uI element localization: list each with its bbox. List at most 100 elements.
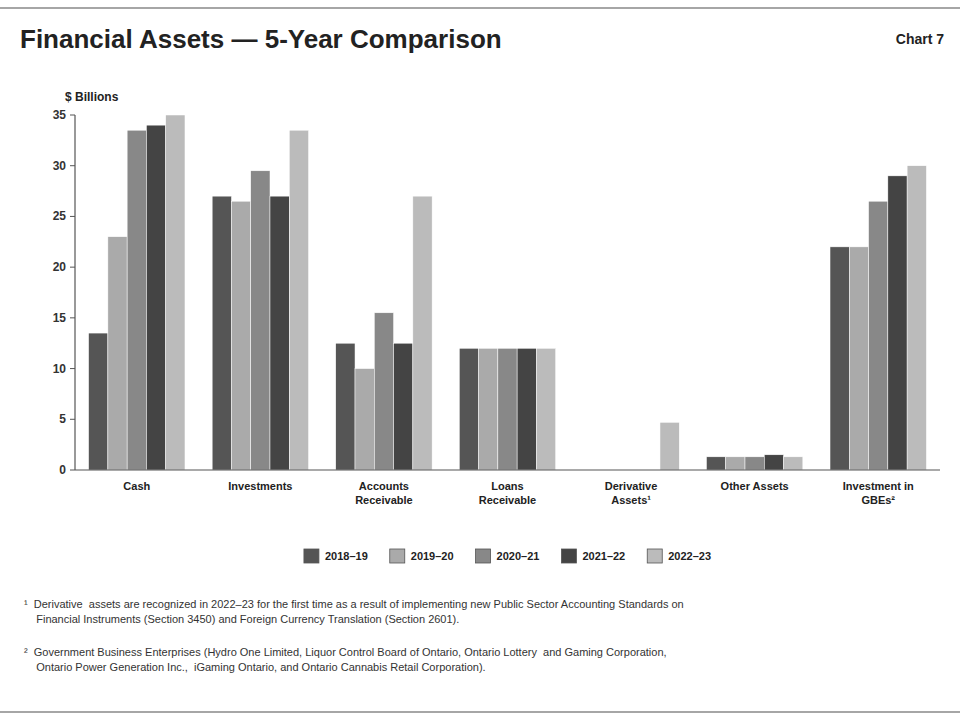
text-line: Other Assets <box>721 480 789 492</box>
legend-swatch <box>647 549 662 563</box>
text-line: Investments <box>228 480 292 492</box>
legend-item: 2019–20 <box>390 549 454 563</box>
text-line: Accounts <box>359 480 409 492</box>
y-tick-label: 5 <box>59 412 66 426</box>
y-tick <box>70 317 75 318</box>
bar <box>166 115 185 470</box>
bar <box>108 237 127 470</box>
y-tick <box>70 216 75 217</box>
bar <box>869 201 888 470</box>
y-axis-label: $ Billions <box>65 90 119 104</box>
bar <box>289 130 308 470</box>
text-line: Receivable <box>355 494 412 506</box>
text-line: Cash <box>123 480 150 492</box>
bar <box>784 457 803 470</box>
text-line: Ontario Power Generation Inc., iGaming O… <box>24 661 486 673</box>
legend-swatch <box>476 549 491 563</box>
bar <box>231 201 250 470</box>
bar <box>498 348 517 470</box>
bar <box>374 313 393 470</box>
page: {"chart_data": { "type": "bar", "title":… <box>0 0 960 720</box>
legend-label: 2021–22 <box>582 550 625 562</box>
x-tick-label: Investments <box>228 480 292 492</box>
bar <box>726 457 745 470</box>
bar <box>888 176 907 470</box>
legend-item: 2021–22 <box>561 549 625 563</box>
bar <box>89 333 108 470</box>
bar <box>459 348 478 470</box>
y-tick <box>70 419 75 420</box>
bar <box>764 455 783 470</box>
y-tick-label: 10 <box>53 362 67 376</box>
footnote: ² Government Business Enterprises (Hydro… <box>24 646 667 673</box>
bar <box>413 196 432 470</box>
x-axis: Cash Investments Accounts Receivable Loans Re… <box>123 480 914 506</box>
bar <box>830 247 849 470</box>
legend-label: 2018–19 <box>325 550 368 562</box>
chart-label: Chart 7 <box>896 31 944 47</box>
bar <box>479 348 498 470</box>
bottom-border <box>0 711 960 713</box>
bar <box>517 348 536 470</box>
bar <box>660 422 679 470</box>
bar <box>336 343 355 470</box>
y-tick <box>70 470 75 471</box>
legend-swatch <box>390 549 405 563</box>
text-line: GBEs² <box>861 494 895 506</box>
bar <box>745 457 764 470</box>
y-tick-label: 35 <box>53 108 67 122</box>
x-tick-label: Loans Receivable <box>479 480 536 506</box>
legend-item: 2022–23 <box>647 549 711 563</box>
y-tick-label: 30 <box>53 159 67 173</box>
footnote: ¹ Derivative assets are recognized in 20… <box>24 598 684 625</box>
text-line: ² Government Business Enterprises (Hydro… <box>24 646 667 658</box>
text-line: Derivative <box>605 480 658 492</box>
bar <box>146 125 165 470</box>
x-tick-label: Derivative Assets¹ <box>605 480 658 506</box>
legend-swatch <box>304 549 319 563</box>
y-axis-line <box>74 115 75 470</box>
text-line: Investment in <box>843 480 914 492</box>
bar <box>706 457 725 470</box>
y-tick-label: 15 <box>53 311 67 325</box>
bar <box>355 369 374 470</box>
x-tick-label: Other Assets <box>721 480 789 492</box>
bar <box>212 196 231 470</box>
x-tick-label: Investment in GBEs² <box>843 480 914 506</box>
y-tick <box>70 267 75 268</box>
y-tick <box>70 368 75 369</box>
bar <box>394 343 413 470</box>
bar <box>270 196 289 470</box>
x-tick-label: Accounts Receivable <box>355 480 412 506</box>
y-axis: 0 5 10 15 20 25 30 35 <box>53 108 75 477</box>
legend-label: 2020–21 <box>497 550 540 562</box>
y-tick-label: 25 <box>53 209 67 223</box>
legend-label: 2019–20 <box>411 550 454 562</box>
y-tick <box>70 115 75 116</box>
text-line: Loans <box>491 480 523 492</box>
legend-swatch <box>561 549 576 563</box>
text-line: Assets¹ <box>611 494 651 506</box>
text-line: Receivable <box>479 494 536 506</box>
bar <box>127 130 146 470</box>
y-tick-label: 20 <box>53 260 67 274</box>
y-tick <box>70 165 75 166</box>
legend-item: 2018–19 <box>304 549 368 563</box>
bar <box>251 171 270 470</box>
chart: Financial Assets — 5-Year Comparison Char… <box>0 0 960 720</box>
legend: 2018–19 2019–20 2020–21 2021–22 2022–23 <box>304 549 711 563</box>
y-tick-label: 0 <box>59 463 66 477</box>
x-tick-label: Cash <box>123 480 150 492</box>
bar <box>849 247 868 470</box>
legend-label: 2022–23 <box>668 550 711 562</box>
x-axis-line <box>75 469 940 470</box>
text-line: Financial Instruments (Section 3450) and… <box>24 613 459 625</box>
text-line: ¹ Derivative assets are recognized in 20… <box>24 598 684 610</box>
top-border <box>0 7 960 9</box>
bar <box>536 348 555 470</box>
title: Financial Assets — 5-Year Comparison <box>20 24 502 54</box>
bars <box>89 115 927 470</box>
legend-item: 2020–21 <box>476 549 540 563</box>
background <box>0 0 960 720</box>
bar <box>907 166 926 470</box>
